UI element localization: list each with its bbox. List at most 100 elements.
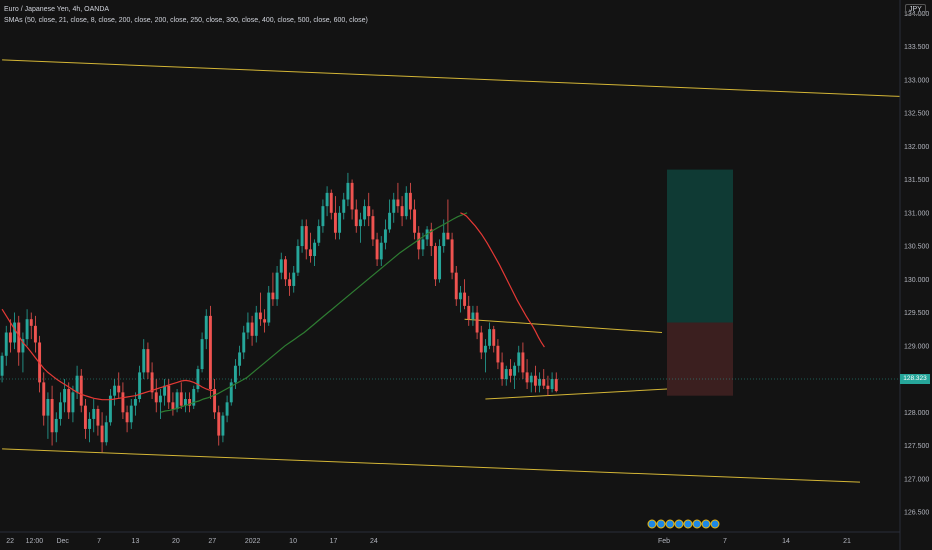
candle-body xyxy=(200,339,204,370)
candle-body xyxy=(133,399,137,406)
candle-body xyxy=(488,329,492,346)
event-icon[interactable] xyxy=(701,519,711,529)
candle-body xyxy=(338,212,342,233)
candle-body xyxy=(229,382,233,403)
candle-body xyxy=(13,322,17,343)
candle-body xyxy=(188,399,192,406)
candle-body xyxy=(546,385,550,390)
candle-body xyxy=(213,389,217,413)
candle-body xyxy=(100,425,104,443)
event-icon[interactable] xyxy=(683,519,693,529)
x-tick-label: 27 xyxy=(208,538,216,545)
currency-badge[interactable]: JPY xyxy=(905,4,926,15)
candle-body xyxy=(33,325,37,343)
y-tick-label: 127.500 xyxy=(904,443,929,450)
candle-body xyxy=(108,395,112,423)
price-axis[interactable]: 134.000133.500133.000132.500132.000131.5… xyxy=(904,11,929,517)
candle-body xyxy=(217,412,221,436)
candle-body xyxy=(83,405,87,429)
candle-body xyxy=(121,392,125,413)
y-tick-label: 131.000 xyxy=(904,210,929,217)
candle-body xyxy=(146,349,150,373)
candle-body xyxy=(254,312,258,336)
candle-body xyxy=(271,292,275,300)
candle-body xyxy=(433,246,437,280)
candle-body xyxy=(450,239,454,273)
event-icon[interactable] xyxy=(674,519,684,529)
event-icon[interactable] xyxy=(656,519,666,529)
stop-zone xyxy=(667,322,733,396)
x-tick-label: 14 xyxy=(782,538,790,545)
candle-body xyxy=(258,312,262,320)
candle-body xyxy=(171,402,175,409)
candle-body xyxy=(233,365,237,383)
candle-body xyxy=(513,365,517,376)
last-price-label: 128.323 xyxy=(900,374,930,384)
indicator-label: SMAs (50, close, 21, close, 8, close, 20… xyxy=(4,17,368,24)
candle-body xyxy=(375,239,379,260)
channel-upper-line xyxy=(2,59,901,97)
candle-body xyxy=(408,192,412,210)
candle-body xyxy=(342,199,346,213)
event-icon[interactable] xyxy=(647,519,657,529)
x-tick-label: 2022 xyxy=(245,538,261,545)
candle-body xyxy=(88,418,92,429)
candle-body xyxy=(346,182,350,200)
candle-body xyxy=(329,192,333,213)
candle-body xyxy=(413,209,417,233)
candle-body xyxy=(75,375,79,393)
candle-body xyxy=(54,418,58,433)
candle-body xyxy=(4,332,8,356)
candle-body xyxy=(533,375,537,386)
target-zone xyxy=(667,169,733,323)
y-tick-label: 131.500 xyxy=(904,177,929,184)
event-icon[interactable] xyxy=(692,519,702,529)
candle-body xyxy=(96,408,100,426)
candle-body xyxy=(358,219,362,227)
candle-body xyxy=(92,408,96,419)
candle-body xyxy=(396,199,400,207)
candle-body xyxy=(238,352,242,366)
candle-body xyxy=(208,315,212,390)
y-tick-label: 129.000 xyxy=(904,343,929,350)
event-icons[interactable] xyxy=(647,519,720,529)
candle-body xyxy=(417,232,421,250)
chart-title: Euro / Japanese Yen, 4h, OANDA xyxy=(4,6,110,13)
candle-body xyxy=(283,259,287,280)
x-tick-label: 7 xyxy=(97,538,101,545)
candle-body xyxy=(67,389,71,413)
x-tick-label: 21 xyxy=(843,538,851,545)
time-axis[interactable]: 22 12:00 Dec 7 13 20 27 2022 10 17 24 Feb 7 14 21 xyxy=(6,538,851,545)
x-tick-label: 7 xyxy=(723,538,727,545)
candle-body xyxy=(438,246,442,280)
candle-body xyxy=(46,399,50,416)
candle-body xyxy=(8,332,12,343)
candle-body xyxy=(292,272,296,286)
event-icon[interactable] xyxy=(710,519,720,529)
candle-body xyxy=(392,199,396,213)
candle-body xyxy=(0,355,4,376)
candle-body xyxy=(400,206,404,217)
y-tick-label: 133.000 xyxy=(904,77,929,84)
candle-body xyxy=(496,345,500,363)
candle-body xyxy=(250,322,254,336)
candle-body xyxy=(313,242,317,257)
candle-body xyxy=(138,372,142,399)
candle-body xyxy=(325,192,329,207)
candle-body xyxy=(129,405,133,423)
candle-body xyxy=(308,249,312,257)
candle-body xyxy=(508,369,512,376)
event-icon[interactable] xyxy=(665,519,675,529)
candle-body xyxy=(21,339,25,353)
candle-body xyxy=(29,319,33,326)
x-tick-label: 22 xyxy=(6,538,14,545)
candle-body xyxy=(521,352,525,373)
wedge-upper-line xyxy=(464,318,663,333)
x-tick-label: 12:00 xyxy=(26,538,44,545)
x-tick-label: Feb xyxy=(658,538,670,545)
sma-red-line xyxy=(1,308,215,401)
candle-body xyxy=(471,312,475,320)
candle-body xyxy=(504,369,508,380)
candle-body xyxy=(175,392,179,409)
